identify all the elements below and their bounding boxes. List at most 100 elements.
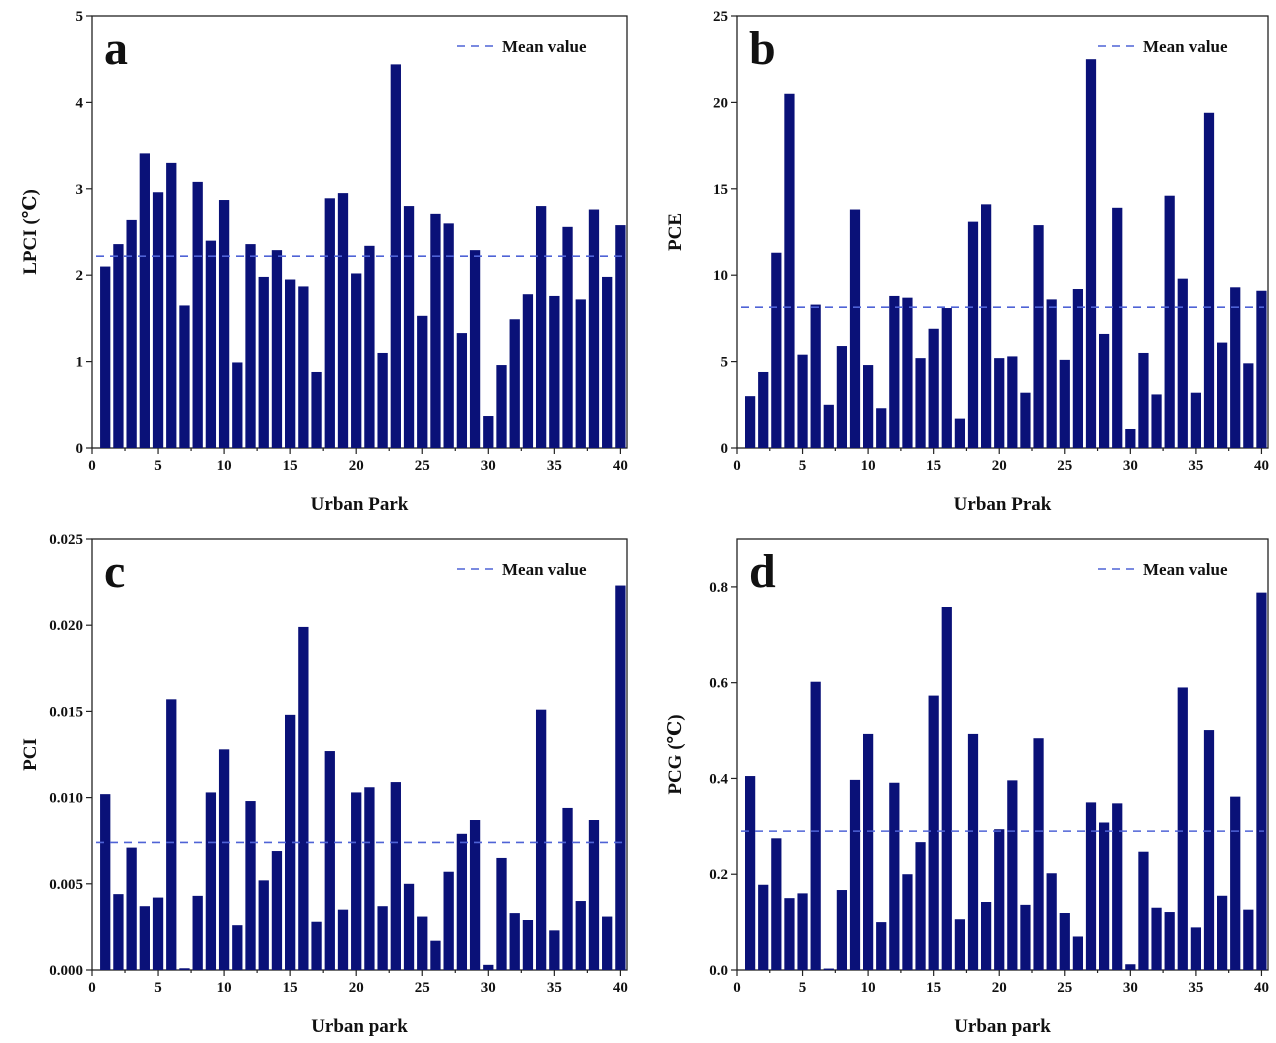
- bar: [941, 308, 952, 448]
- x-tick-label: 35: [1188, 458, 1203, 474]
- y-tick-label: 2: [76, 268, 84, 284]
- bar: [1125, 428, 1136, 448]
- y-tick-label: 0.0: [709, 963, 728, 979]
- x-axis-title: Urban park: [954, 1016, 1051, 1037]
- y-tick-label: 0.2: [709, 867, 728, 883]
- x-tick-label: 0: [88, 980, 96, 996]
- bar: [1072, 936, 1084, 970]
- bar: [745, 396, 756, 448]
- bar: [535, 206, 547, 448]
- bar: [994, 358, 1005, 448]
- x-tick-label: 15: [926, 458, 941, 474]
- x-tick-label: 20: [349, 458, 364, 474]
- bar: [784, 898, 795, 970]
- bar: [1256, 592, 1267, 970]
- bar: [876, 922, 887, 970]
- y-tick-label: 20: [713, 95, 728, 111]
- bar: [902, 874, 913, 970]
- bar: [271, 851, 283, 970]
- bar: [456, 833, 468, 970]
- bar: [285, 714, 296, 970]
- x-tick-label: 5: [154, 980, 162, 996]
- bar: [967, 733, 979, 970]
- bar: [1007, 780, 1018, 970]
- y-tick-label: 10: [713, 268, 728, 284]
- bar: [758, 884, 769, 970]
- y-axis-title: LPCI (℃): [20, 189, 41, 275]
- x-tick-label: 20: [992, 458, 1007, 474]
- bar: [311, 371, 322, 448]
- bar: [456, 333, 468, 448]
- bar: [602, 916, 613, 970]
- bar: [784, 93, 795, 448]
- x-tick-label: 30: [481, 458, 496, 474]
- bar: [836, 346, 848, 448]
- bar: [849, 779, 861, 970]
- bar: [403, 206, 415, 448]
- bar: [1217, 895, 1228, 970]
- panel-label: a: [104, 22, 128, 75]
- x-tick-label: 30: [481, 980, 496, 996]
- bar: [1190, 392, 1202, 448]
- bar: [496, 857, 507, 970]
- x-tick-label: 30: [1123, 980, 1138, 996]
- bar: [469, 250, 481, 448]
- bar: [1177, 687, 1188, 970]
- bar: [889, 295, 900, 448]
- bar: [889, 782, 900, 970]
- bar: [1243, 363, 1254, 448]
- bar: [1230, 796, 1241, 970]
- bar: [549, 930, 560, 970]
- bar: [1164, 195, 1175, 448]
- bar: [324, 751, 335, 970]
- y-tick-label: 5: [721, 355, 729, 371]
- bar: [1243, 909, 1254, 970]
- bar: [166, 162, 177, 448]
- bar: [417, 315, 428, 448]
- bar: [218, 749, 230, 970]
- bar: [1046, 299, 1057, 448]
- bar: [364, 245, 375, 448]
- bar: [797, 893, 808, 970]
- y-tick-label: 0.4: [709, 771, 728, 787]
- bar: [522, 920, 534, 970]
- bar: [1217, 342, 1228, 448]
- chart-panel-c: 0 5 10 15 20 25 30 35 40 0.000 0.005 0.010 0.015 0.02…: [20, 532, 628, 1037]
- x-tick-label: 15: [926, 980, 941, 996]
- bar: [1125, 964, 1136, 970]
- x-tick-label: 5: [799, 980, 807, 996]
- chart-panel-a: 0 5 10 15 20 25 30 35 40 0 1 2 3 4 5 Urban Park LPCI (℃)…: [20, 9, 628, 515]
- bar: [245, 244, 256, 448]
- y-tick-label: 0.6: [709, 676, 728, 692]
- bar: [179, 305, 190, 448]
- bar: [311, 921, 322, 970]
- y-tick-label: 0.015: [49, 704, 83, 720]
- bar: [588, 820, 600, 970]
- bar: [139, 153, 150, 448]
- bar: [443, 871, 454, 970]
- bar: [232, 362, 243, 448]
- bar: [1203, 112, 1215, 449]
- bar: [443, 223, 454, 448]
- bar: [1059, 913, 1070, 970]
- chart-panel-b: 0 5 10 15 20 25 30 35 40 0 5 10 15 20 25 Urban Prak PCE b…: [665, 9, 1269, 515]
- bar: [615, 585, 626, 970]
- y-tick-label: 4: [76, 95, 84, 111]
- bar: [1059, 359, 1070, 448]
- y-tick-label: 0: [721, 441, 729, 457]
- bar: [549, 295, 560, 448]
- y-tick-label: 0.005: [49, 877, 83, 893]
- bar: [100, 266, 111, 448]
- x-tick-label: 25: [1057, 458, 1072, 474]
- y-tick-label: 0.8: [709, 580, 728, 596]
- bar: [797, 354, 808, 448]
- bar: [1033, 225, 1044, 448]
- bar: [1177, 278, 1188, 448]
- bar: [469, 820, 481, 970]
- bar: [337, 193, 349, 448]
- y-tick-label: 15: [713, 182, 728, 198]
- bar: [535, 709, 547, 970]
- bar: [1099, 822, 1110, 970]
- bar: [139, 906, 150, 970]
- bar: [192, 181, 203, 448]
